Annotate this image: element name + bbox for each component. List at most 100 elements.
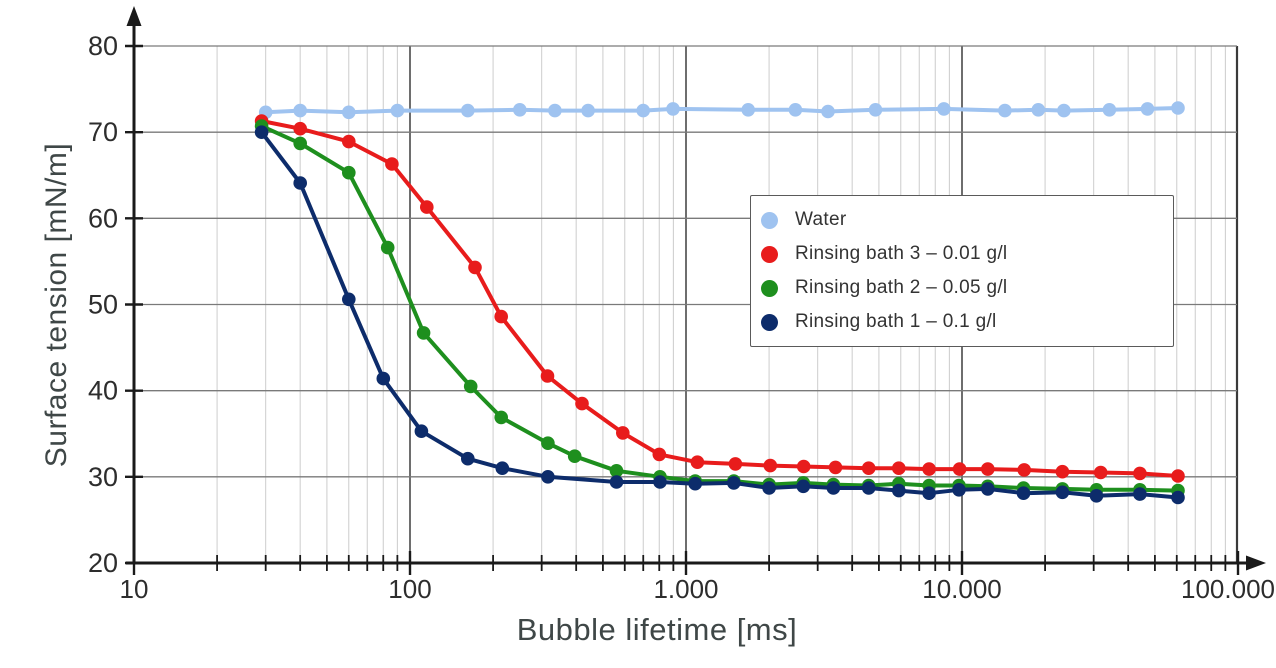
data-point bbox=[293, 103, 308, 118]
data-point bbox=[727, 476, 741, 490]
y-tick-label: 30 bbox=[88, 462, 118, 492]
data-point bbox=[788, 103, 803, 117]
x-tick-label: 1.000 bbox=[653, 574, 718, 604]
data-point bbox=[342, 105, 356, 120]
data-point bbox=[892, 483, 906, 498]
data-point bbox=[653, 475, 667, 489]
y-tick-label: 80 bbox=[88, 31, 118, 61]
data-point bbox=[1016, 486, 1031, 501]
data-point bbox=[688, 476, 702, 491]
data-point bbox=[342, 134, 356, 149]
data-point bbox=[741, 103, 755, 117]
data-point bbox=[1102, 103, 1117, 117]
data-point bbox=[922, 486, 936, 501]
data-point bbox=[416, 326, 431, 340]
data-point bbox=[1057, 103, 1071, 118]
legend-item-label: Water bbox=[795, 209, 847, 230]
y-tick-label: 40 bbox=[88, 376, 118, 406]
legend-item-label: Rinsing bath 2 – 0.05 g/l bbox=[795, 277, 1008, 298]
data-point bbox=[581, 103, 595, 118]
legend-color-dot-icon bbox=[761, 245, 778, 263]
y-tick-label: 50 bbox=[88, 290, 118, 320]
legend-item-label: Rinsing bath 1 – 0.1 g/l bbox=[795, 311, 997, 332]
data-point bbox=[1093, 465, 1108, 480]
legend-item-label: Rinsing bath 3 – 0.01 g/l bbox=[795, 243, 1008, 264]
data-point bbox=[385, 157, 399, 171]
legend-color-dot-icon bbox=[761, 279, 778, 297]
data-point bbox=[548, 103, 562, 118]
data-point bbox=[796, 459, 811, 474]
data-point bbox=[342, 165, 356, 180]
data-point bbox=[861, 461, 876, 476]
data-point bbox=[981, 462, 995, 476]
x-axis-arrow-icon bbox=[1246, 555, 1266, 571]
data-point bbox=[937, 102, 951, 116]
y-tick-label: 60 bbox=[88, 203, 118, 233]
legend-color-dot-icon bbox=[761, 313, 778, 331]
data-point bbox=[293, 136, 308, 151]
data-point bbox=[1055, 464, 1070, 479]
y-axis-title: Surface tension [mN/m] bbox=[40, 142, 73, 468]
data-point bbox=[494, 309, 509, 324]
data-point bbox=[998, 103, 1012, 118]
data-point bbox=[461, 103, 475, 118]
legend: Water Rinsing bath 3 – 0.01 g/l Rinsing ba… bbox=[750, 195, 1174, 347]
data-point bbox=[690, 455, 705, 470]
y-tick-label: 70 bbox=[88, 117, 118, 147]
data-point bbox=[762, 481, 776, 495]
data-point bbox=[1031, 103, 1046, 117]
x-tick-label: 100.000 bbox=[1181, 574, 1275, 604]
data-point bbox=[636, 103, 650, 118]
data-point bbox=[495, 461, 510, 476]
data-point bbox=[652, 447, 667, 462]
data-point bbox=[1055, 485, 1070, 500]
data-point bbox=[1133, 466, 1147, 481]
data-point bbox=[380, 240, 395, 255]
data-point bbox=[666, 102, 680, 116]
data-point bbox=[1133, 487, 1147, 501]
data-point bbox=[1171, 469, 1185, 483]
data-point bbox=[763, 458, 778, 473]
x-axis-title: Bubble lifetime [ms] bbox=[516, 612, 798, 647]
legend-item: Rinsing bath 3 – 0.01 g/l bbox=[751, 242, 1173, 266]
data-point bbox=[952, 462, 967, 476]
data-point bbox=[1089, 489, 1104, 503]
x-tick-label: 10.000 bbox=[922, 574, 1002, 604]
data-point bbox=[463, 379, 478, 394]
data-point bbox=[420, 200, 434, 214]
data-point bbox=[728, 457, 743, 471]
data-point bbox=[541, 470, 555, 484]
data-point bbox=[575, 396, 589, 411]
data-point bbox=[826, 481, 841, 495]
data-point bbox=[1171, 101, 1185, 115]
data-point bbox=[952, 483, 966, 497]
legend-item: Rinsing bath 2 – 0.05 g/l bbox=[751, 276, 1173, 300]
x-tick-label: 100 bbox=[388, 574, 431, 604]
data-point bbox=[342, 292, 356, 307]
data-point bbox=[609, 464, 624, 478]
data-point bbox=[376, 371, 391, 386]
data-point bbox=[513, 103, 527, 117]
data-point bbox=[861, 481, 876, 495]
legend-item: Water bbox=[751, 208, 1173, 232]
data-point bbox=[567, 449, 582, 464]
legend-item: Rinsing bath 1 – 0.1 g/l bbox=[751, 310, 1173, 334]
data-point bbox=[494, 410, 509, 425]
data-point bbox=[293, 121, 308, 136]
data-point bbox=[609, 475, 624, 489]
data-point bbox=[468, 260, 482, 275]
data-point bbox=[796, 479, 811, 494]
legend-color-dot-icon bbox=[761, 211, 778, 229]
data-point bbox=[390, 103, 405, 118]
data-point bbox=[868, 103, 883, 117]
data-point bbox=[1171, 490, 1185, 505]
data-point bbox=[461, 451, 475, 466]
data-point bbox=[541, 436, 555, 451]
y-tick-label: 20 bbox=[88, 548, 118, 578]
data-point bbox=[828, 460, 843, 475]
data-point bbox=[540, 369, 555, 383]
data-point bbox=[616, 426, 630, 440]
data-point bbox=[1017, 463, 1031, 477]
data-point bbox=[293, 176, 308, 190]
